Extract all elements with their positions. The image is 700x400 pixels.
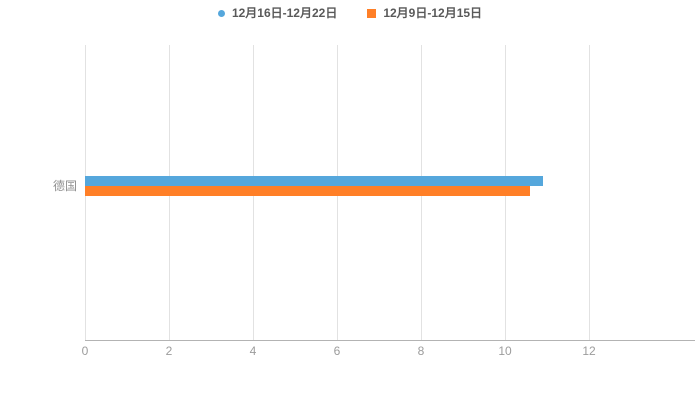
bar-series-1-德国[interactable] [85, 186, 531, 196]
gridline-x-12 [589, 45, 590, 340]
legend-square-marker-icon [367, 8, 377, 18]
x-tick-label-6: 6 [333, 344, 341, 358]
x-tick-label-8: 8 [417, 344, 425, 358]
x-tick-label-2: 2 [165, 344, 173, 358]
x-tick-label-4: 4 [249, 344, 257, 358]
x-tick-label-12: 12 [582, 344, 596, 358]
chart-legend: 12月16日-12月22日 12月9日-12月15日 [0, 7, 700, 19]
y-category-label: 德国 [52, 179, 77, 193]
x-axis-tick-labels: 0 2 4 6 8 10 12 [81, 344, 596, 361]
legend-circle-marker-icon [217, 9, 225, 17]
x-tick-label-10: 10 [498, 344, 512, 358]
plot-area [85, 45, 590, 340]
legend-label-dec9-dec15: 12月9日-12月15日 [383, 6, 483, 20]
x-axis-line [85, 340, 695, 341]
legend-item-dec9-dec15[interactable]: 12月9日-12月15日 [367, 7, 482, 19]
bar-series-0-德国[interactable] [85, 176, 543, 186]
x-tick-label-0: 0 [81, 344, 89, 358]
legend-item-dec16-dec22[interactable]: 12月16日-12月22日 [217, 6, 338, 20]
legend-label-dec16-dec22: 12月16日-12月22日 [231, 6, 338, 20]
